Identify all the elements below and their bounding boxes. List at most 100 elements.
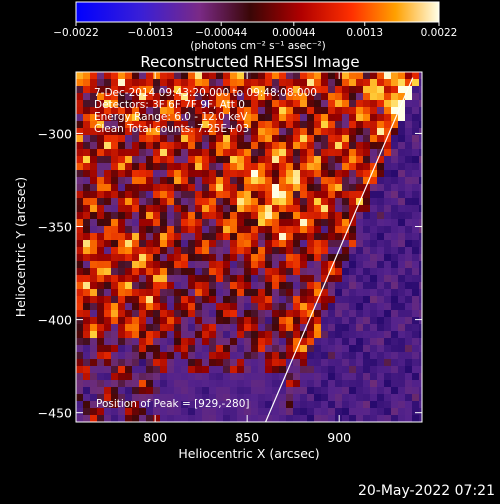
heatmap-cell [174, 170, 182, 178]
heatmap-cell [202, 72, 210, 80]
heatmap-cell [279, 296, 287, 304]
heatmap-cell [97, 268, 105, 276]
heatmap-cell [258, 184, 266, 192]
heatmap-cell [384, 163, 392, 171]
heatmap-cell [174, 408, 182, 416]
heatmap-cell [272, 156, 280, 164]
heatmap-cell [335, 135, 343, 143]
heatmap-cell [181, 226, 189, 234]
heatmap-cell [167, 366, 175, 374]
heatmap-cell [76, 198, 84, 206]
heatmap-cell [377, 128, 385, 136]
heatmap-cell [405, 289, 413, 297]
heatmap-cell [90, 261, 98, 269]
x-tick-label: 850 [235, 430, 259, 445]
heatmap-cell [230, 86, 238, 94]
heatmap-cell [321, 163, 329, 171]
heatmap-cell [419, 331, 422, 339]
heatmap-cell [209, 415, 217, 422]
heatmap-cell [258, 366, 266, 374]
heatmap-cell [188, 135, 196, 143]
heatmap-cell [216, 170, 224, 178]
heatmap-cell [293, 233, 301, 241]
heatmap-cell [412, 282, 420, 290]
heatmap-cell [223, 247, 231, 255]
heatmap-cell [279, 121, 287, 129]
heatmap-cell [293, 72, 301, 80]
heatmap-cell [293, 149, 301, 157]
heatmap-cell [293, 380, 301, 388]
heatmap-cell [412, 114, 420, 122]
heatmap-cell [293, 142, 301, 150]
heatmap-cell [377, 380, 385, 388]
heatmap-cell [146, 275, 154, 283]
heatmap-cell [174, 324, 182, 332]
heatmap-cell [111, 212, 119, 220]
heatmap-cell [244, 219, 252, 227]
heatmap-cell [139, 324, 147, 332]
heatmap-cell [293, 387, 301, 395]
heatmap-cell [83, 394, 91, 402]
heatmap-cell [328, 79, 336, 87]
heatmap-cell [167, 79, 175, 87]
heatmap-cell [384, 387, 392, 395]
heatmap-cell [83, 387, 91, 395]
heatmap-cell [363, 184, 371, 192]
heatmap-cell [349, 275, 357, 283]
peak-position-label: Position of Peak = [929,-280] [96, 398, 250, 410]
heatmap-cell [419, 408, 422, 416]
heatmap-cell [125, 415, 133, 422]
heatmap-cell [412, 345, 420, 353]
heatmap-cell [391, 303, 399, 311]
heatmap-cell [125, 310, 133, 318]
heatmap-cell [244, 79, 252, 87]
heatmap-cell [321, 205, 329, 213]
heatmap-cell [118, 184, 126, 192]
heatmap-cell [195, 184, 203, 192]
heatmap-cell [111, 219, 119, 227]
heatmap-cell [293, 331, 301, 339]
heatmap-cell [195, 100, 203, 108]
heatmap-cell [391, 310, 399, 318]
heatmap-cell [279, 86, 287, 94]
heatmap-cell [97, 324, 105, 332]
heatmap-cell [251, 387, 259, 395]
heatmap-cell [251, 240, 259, 248]
heatmap-cell [244, 401, 252, 409]
heatmap-cell [83, 72, 91, 80]
heatmap-cell [286, 240, 294, 248]
heatmap-cell [377, 177, 385, 185]
heatmap-cell [391, 261, 399, 269]
heatmap-cell [251, 275, 259, 283]
heatmap-cell [76, 387, 84, 395]
heatmap-cell [153, 240, 161, 248]
heatmap-cell [90, 415, 98, 422]
heatmap-cell [195, 93, 203, 101]
heatmap-cell [307, 415, 315, 422]
heatmap-cell [419, 317, 422, 325]
heatmap-cell [286, 373, 294, 381]
heatmap-cell [97, 401, 105, 409]
heatmap-cell [202, 338, 210, 346]
heatmap-cell [398, 233, 406, 241]
heatmap-cell [167, 268, 175, 276]
heatmap-cell [146, 303, 154, 311]
heatmap-cell [307, 394, 315, 402]
heatmap-cell [335, 226, 343, 234]
heatmap-cell [237, 170, 245, 178]
heatmap-cell [419, 149, 422, 157]
heatmap-cell [398, 191, 406, 199]
heatmap-cell [419, 359, 422, 367]
heatmap-cell [202, 303, 210, 311]
heatmap-cell [398, 121, 406, 129]
heatmap-cell [272, 254, 280, 262]
heatmap-cell [412, 254, 420, 262]
heatmap-cell [307, 170, 315, 178]
heatmap-cell [314, 149, 322, 157]
heatmap-cell [272, 373, 280, 381]
heatmap-cell [419, 219, 422, 227]
heatmap-cell [216, 345, 224, 353]
heatmap-cell [111, 324, 119, 332]
heatmap-cell [279, 184, 287, 192]
heatmap-cell [265, 282, 273, 290]
